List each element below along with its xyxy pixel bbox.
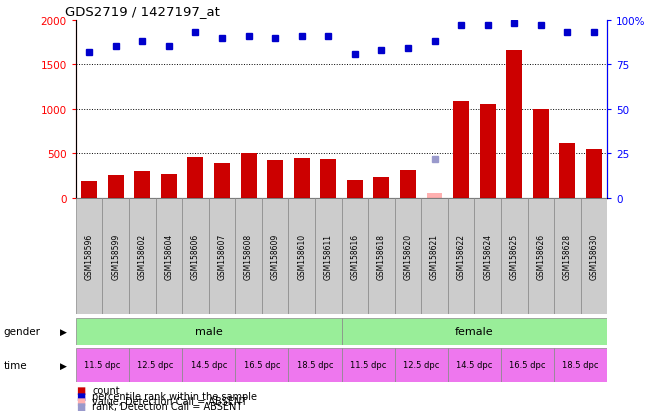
Text: male: male [195, 326, 222, 337]
Text: GSM158620: GSM158620 [403, 233, 412, 279]
FancyBboxPatch shape [368, 198, 395, 314]
Text: 12.5 dpc: 12.5 dpc [137, 361, 174, 370]
FancyBboxPatch shape [156, 198, 182, 314]
Bar [506, 51, 522, 198]
Text: GSM158611: GSM158611 [324, 233, 333, 279]
Text: 16.5 dpc: 16.5 dpc [244, 361, 280, 370]
Text: GSM158622: GSM158622 [457, 233, 465, 279]
Text: ■: ■ [76, 385, 85, 395]
FancyBboxPatch shape [182, 198, 209, 314]
Bar [294, 158, 310, 198]
Text: rank, Detection Call = ABSENT: rank, Detection Call = ABSENT [92, 401, 243, 411]
FancyBboxPatch shape [501, 198, 527, 314]
Text: time: time [3, 360, 27, 370]
Bar [241, 154, 257, 198]
Bar [187, 157, 203, 198]
Text: 14.5 dpc: 14.5 dpc [456, 361, 492, 370]
Bar [347, 181, 363, 198]
Text: GSM158607: GSM158607 [218, 233, 226, 279]
Text: ▶: ▶ [60, 327, 67, 336]
FancyBboxPatch shape [262, 198, 288, 314]
Bar [214, 164, 230, 198]
Text: 12.5 dpc: 12.5 dpc [403, 361, 440, 370]
Text: 11.5 dpc: 11.5 dpc [84, 361, 121, 370]
Text: GSM158616: GSM158616 [350, 233, 359, 279]
Text: count: count [92, 385, 120, 395]
FancyBboxPatch shape [342, 348, 395, 382]
Bar [108, 176, 123, 198]
Bar [320, 160, 336, 198]
FancyBboxPatch shape [102, 198, 129, 314]
Text: GSM158599: GSM158599 [112, 233, 120, 279]
FancyBboxPatch shape [581, 198, 607, 314]
Bar [480, 105, 496, 198]
Text: 18.5 dpc: 18.5 dpc [562, 361, 599, 370]
Text: GSM158610: GSM158610 [297, 233, 306, 279]
Text: value, Detection Call = ABSENT: value, Detection Call = ABSENT [92, 396, 248, 406]
Text: GDS2719 / 1427197_at: GDS2719 / 1427197_at [65, 5, 220, 18]
FancyBboxPatch shape [342, 318, 607, 345]
FancyBboxPatch shape [129, 348, 182, 382]
Bar [586, 150, 602, 198]
FancyBboxPatch shape [288, 198, 315, 314]
Bar [453, 102, 469, 198]
Text: female: female [455, 326, 494, 337]
FancyBboxPatch shape [76, 348, 129, 382]
FancyBboxPatch shape [527, 198, 554, 314]
Bar [426, 193, 442, 198]
Text: percentile rank within the sample: percentile rank within the sample [92, 391, 257, 401]
FancyBboxPatch shape [395, 198, 421, 314]
FancyBboxPatch shape [448, 198, 475, 314]
Text: 18.5 dpc: 18.5 dpc [297, 361, 333, 370]
FancyBboxPatch shape [288, 348, 342, 382]
Bar [161, 175, 177, 198]
Text: GSM158625: GSM158625 [510, 233, 519, 279]
Text: GSM158618: GSM158618 [377, 233, 386, 279]
FancyBboxPatch shape [554, 348, 607, 382]
Text: ■: ■ [76, 391, 85, 401]
Text: 11.5 dpc: 11.5 dpc [350, 361, 386, 370]
FancyBboxPatch shape [554, 198, 581, 314]
Text: GSM158596: GSM158596 [84, 233, 94, 279]
Text: GSM158621: GSM158621 [430, 233, 439, 279]
Text: GSM158630: GSM158630 [589, 233, 599, 279]
Bar [533, 109, 548, 198]
Text: gender: gender [3, 326, 40, 337]
FancyBboxPatch shape [315, 198, 342, 314]
FancyBboxPatch shape [129, 198, 156, 314]
Text: 14.5 dpc: 14.5 dpc [191, 361, 227, 370]
Text: GSM158609: GSM158609 [271, 233, 280, 279]
FancyBboxPatch shape [342, 198, 368, 314]
Text: GSM158604: GSM158604 [164, 233, 174, 279]
Text: ▶: ▶ [60, 361, 67, 370]
Text: ■: ■ [76, 396, 85, 406]
Text: ■: ■ [76, 401, 85, 411]
FancyBboxPatch shape [236, 348, 288, 382]
FancyBboxPatch shape [236, 198, 262, 314]
FancyBboxPatch shape [76, 198, 102, 314]
FancyBboxPatch shape [475, 198, 501, 314]
FancyBboxPatch shape [209, 198, 236, 314]
Text: 16.5 dpc: 16.5 dpc [510, 361, 546, 370]
Bar [400, 171, 416, 198]
Text: GSM158626: GSM158626 [537, 233, 545, 279]
FancyBboxPatch shape [501, 348, 554, 382]
Text: GSM158606: GSM158606 [191, 233, 200, 279]
Bar [81, 181, 97, 198]
Bar [135, 172, 150, 198]
Bar [560, 143, 576, 198]
FancyBboxPatch shape [421, 198, 448, 314]
FancyBboxPatch shape [76, 318, 342, 345]
FancyBboxPatch shape [395, 348, 448, 382]
Bar [267, 161, 283, 198]
FancyBboxPatch shape [182, 348, 236, 382]
Text: GSM158608: GSM158608 [244, 233, 253, 279]
FancyBboxPatch shape [448, 348, 501, 382]
Bar [374, 178, 389, 198]
Text: GSM158602: GSM158602 [138, 233, 147, 279]
Text: GSM158624: GSM158624 [483, 233, 492, 279]
Text: GSM158628: GSM158628 [563, 233, 572, 279]
